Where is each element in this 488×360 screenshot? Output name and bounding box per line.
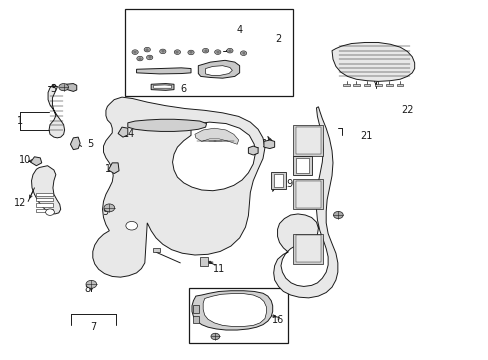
Polygon shape: [198, 60, 239, 78]
Polygon shape: [205, 66, 232, 75]
Circle shape: [333, 211, 343, 219]
Polygon shape: [192, 291, 272, 330]
Circle shape: [45, 209, 54, 215]
Polygon shape: [70, 137, 80, 150]
Polygon shape: [66, 84, 77, 91]
Circle shape: [210, 333, 219, 340]
Bar: [343, 84, 349, 86]
Polygon shape: [136, 68, 191, 74]
Polygon shape: [118, 127, 127, 137]
Bar: [153, 248, 160, 252]
Bar: [36, 203, 53, 207]
Text: 18: 18: [261, 139, 273, 149]
Circle shape: [187, 50, 194, 55]
Text: 14: 14: [122, 129, 135, 139]
Polygon shape: [153, 85, 171, 88]
Bar: [295, 158, 308, 173]
Text: 19: 19: [282, 179, 294, 189]
Text: 15: 15: [159, 123, 172, 133]
Bar: [363, 84, 370, 86]
Text: 11: 11: [213, 264, 225, 274]
Bar: [385, 84, 392, 86]
Polygon shape: [264, 140, 274, 149]
Text: 3: 3: [50, 84, 56, 94]
Bar: [292, 156, 311, 175]
Polygon shape: [273, 107, 337, 298]
Polygon shape: [30, 157, 41, 166]
Circle shape: [59, 84, 68, 91]
Text: 7: 7: [90, 322, 97, 332]
Polygon shape: [127, 119, 206, 131]
Text: 20: 20: [300, 160, 312, 170]
Polygon shape: [31, 166, 61, 214]
Circle shape: [214, 50, 221, 54]
Text: 4: 4: [236, 25, 242, 35]
Circle shape: [146, 55, 153, 60]
Circle shape: [132, 50, 138, 54]
Text: 21: 21: [359, 131, 371, 141]
Circle shape: [86, 280, 97, 288]
Circle shape: [174, 50, 180, 54]
Bar: [295, 235, 320, 262]
Bar: [125, 9, 292, 96]
Circle shape: [137, 56, 143, 61]
Bar: [36, 193, 53, 196]
Bar: [292, 125, 323, 156]
Polygon shape: [195, 128, 238, 144]
Text: 17: 17: [247, 147, 260, 157]
Text: 1: 1: [17, 116, 23, 126]
Circle shape: [240, 51, 246, 55]
Text: 8: 8: [84, 284, 90, 294]
Bar: [36, 208, 53, 212]
Bar: [292, 179, 323, 209]
Circle shape: [104, 204, 115, 212]
Polygon shape: [48, 84, 64, 138]
Bar: [188, 288, 287, 342]
Circle shape: [144, 47, 150, 52]
Bar: [36, 198, 53, 202]
Polygon shape: [108, 163, 119, 174]
Bar: [193, 316, 199, 323]
Text: 16: 16: [272, 315, 284, 325]
Text: 6: 6: [180, 84, 186, 94]
Polygon shape: [151, 84, 174, 90]
Bar: [271, 172, 285, 189]
Text: 5: 5: [86, 139, 93, 149]
Bar: [193, 305, 199, 313]
Text: 10: 10: [19, 155, 31, 165]
Bar: [273, 174, 283, 187]
Circle shape: [159, 49, 165, 54]
Polygon shape: [172, 122, 255, 191]
Bar: [396, 84, 403, 86]
Text: 2: 2: [275, 34, 281, 44]
Polygon shape: [203, 294, 266, 327]
Polygon shape: [331, 42, 414, 81]
Circle shape: [226, 48, 233, 53]
Bar: [352, 84, 359, 86]
Bar: [295, 181, 320, 207]
Text: 12: 12: [14, 198, 26, 208]
Circle shape: [125, 221, 137, 230]
Text: 13: 13: [104, 163, 117, 174]
Circle shape: [202, 48, 208, 53]
Text: 22: 22: [400, 105, 413, 114]
Bar: [200, 257, 207, 266]
Polygon shape: [93, 97, 264, 277]
Bar: [374, 84, 381, 86]
Text: 9: 9: [102, 207, 109, 217]
Bar: [292, 234, 323, 264]
Polygon shape: [248, 146, 258, 155]
Bar: [295, 127, 320, 154]
